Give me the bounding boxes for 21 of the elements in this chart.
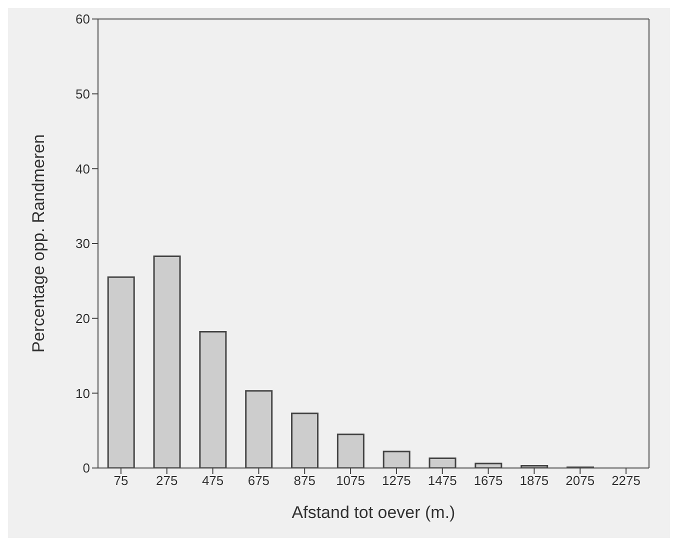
x-tick-label: 2275 — [612, 473, 641, 488]
x-tick-label: 1675 — [474, 473, 503, 488]
x-tick-label: 875 — [294, 473, 316, 488]
x-tick-label: 275 — [156, 473, 178, 488]
y-tick-label: 30 — [76, 236, 90, 252]
x-tick-label: 75 — [114, 473, 128, 488]
x-tick-label: 1875 — [520, 473, 549, 488]
x-tick-label: 675 — [248, 473, 270, 488]
y-tick-label: 40 — [76, 161, 90, 176]
x-tick-label: 475 — [202, 473, 224, 488]
y-axis-title: Percentage opp. Randmeren — [29, 134, 48, 353]
y-tick-label: 20 — [76, 310, 90, 326]
x-tick-label: 1075 — [336, 473, 366, 488]
x-tick-label: 1275 — [382, 473, 411, 488]
y-tick-label: 60 — [76, 12, 90, 27]
y-tick-label: 0 — [82, 460, 90, 476]
y-tick-label: 50 — [76, 86, 90, 102]
x-axis-title: Afstand tot oever (m.) — [292, 503, 456, 522]
x-tick-label: 1475 — [428, 473, 457, 488]
y-tick-label: 10 — [76, 386, 90, 401]
x-tick-label: 2075 — [566, 473, 595, 488]
